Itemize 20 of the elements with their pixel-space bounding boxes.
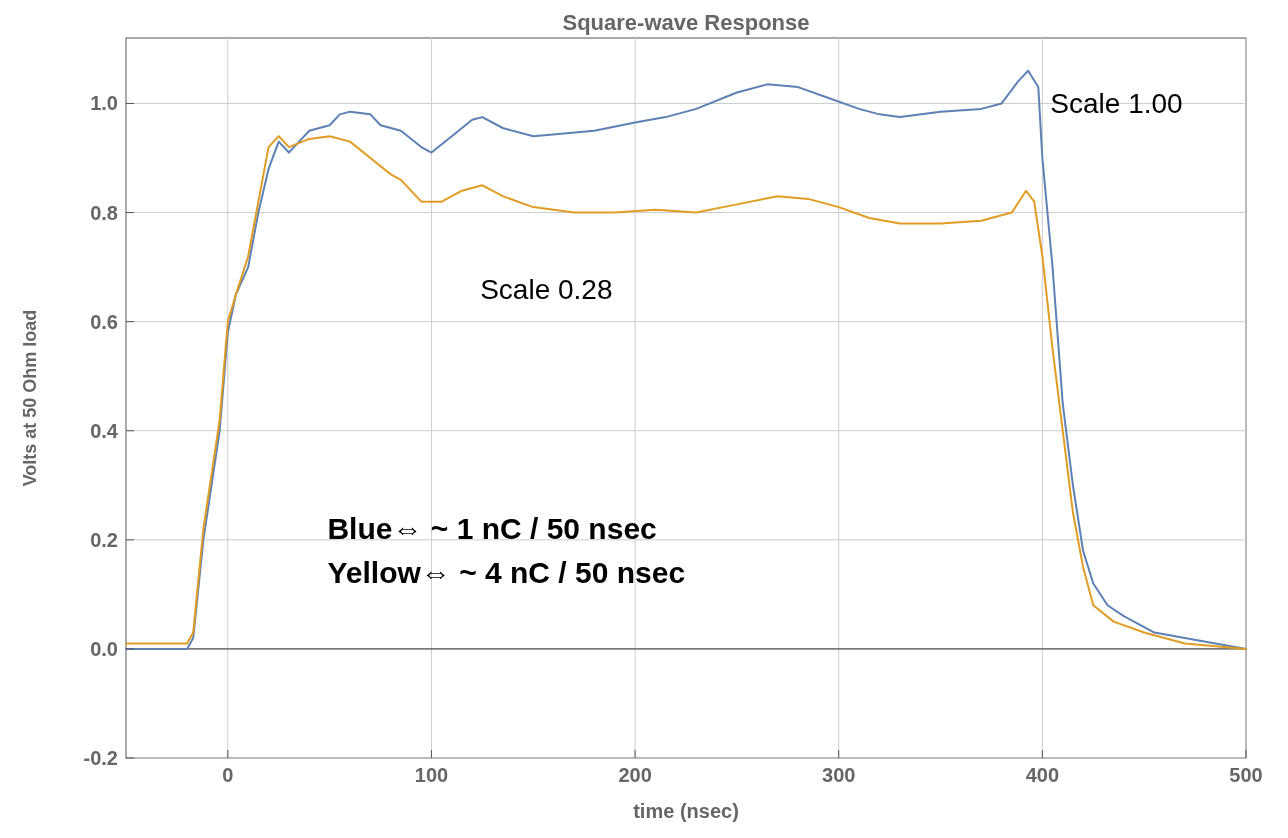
x-tick-label: 300	[822, 764, 856, 786]
y-tick-label: 0.6	[90, 310, 118, 333]
y-tick-label: 0.4	[90, 419, 119, 442]
x-axis-title: time (nsec)	[633, 800, 739, 822]
x-tick-label: 100	[414, 764, 449, 786]
y-tick-label: 0.2	[90, 528, 118, 551]
x-tick-label: 400	[1025, 764, 1060, 786]
annotation: Yellow⇔ ~ 4 nC / 50 nsec	[327, 555, 686, 589]
y-tick-label: -0.2	[83, 747, 118, 769]
x-tick-label: 0	[222, 764, 234, 786]
chart-title: Square-wave Response	[562, 10, 810, 35]
y-tick-label: 1.0	[90, 92, 118, 115]
annotation: Scale 0.28	[480, 273, 613, 305]
y-tick-label: 0.8	[90, 201, 118, 224]
x-tick-label: 500	[1229, 764, 1263, 786]
annotation: Blue⇔ ~ 1 nC / 50 nsec	[327, 511, 657, 545]
y-tick-label: 0.0	[90, 637, 118, 660]
annotation: Scale 1.00	[1050, 88, 1183, 120]
y-axis-title: Volts at 50 Ohm load	[20, 309, 40, 487]
x-tick-label: 200	[618, 764, 652, 786]
